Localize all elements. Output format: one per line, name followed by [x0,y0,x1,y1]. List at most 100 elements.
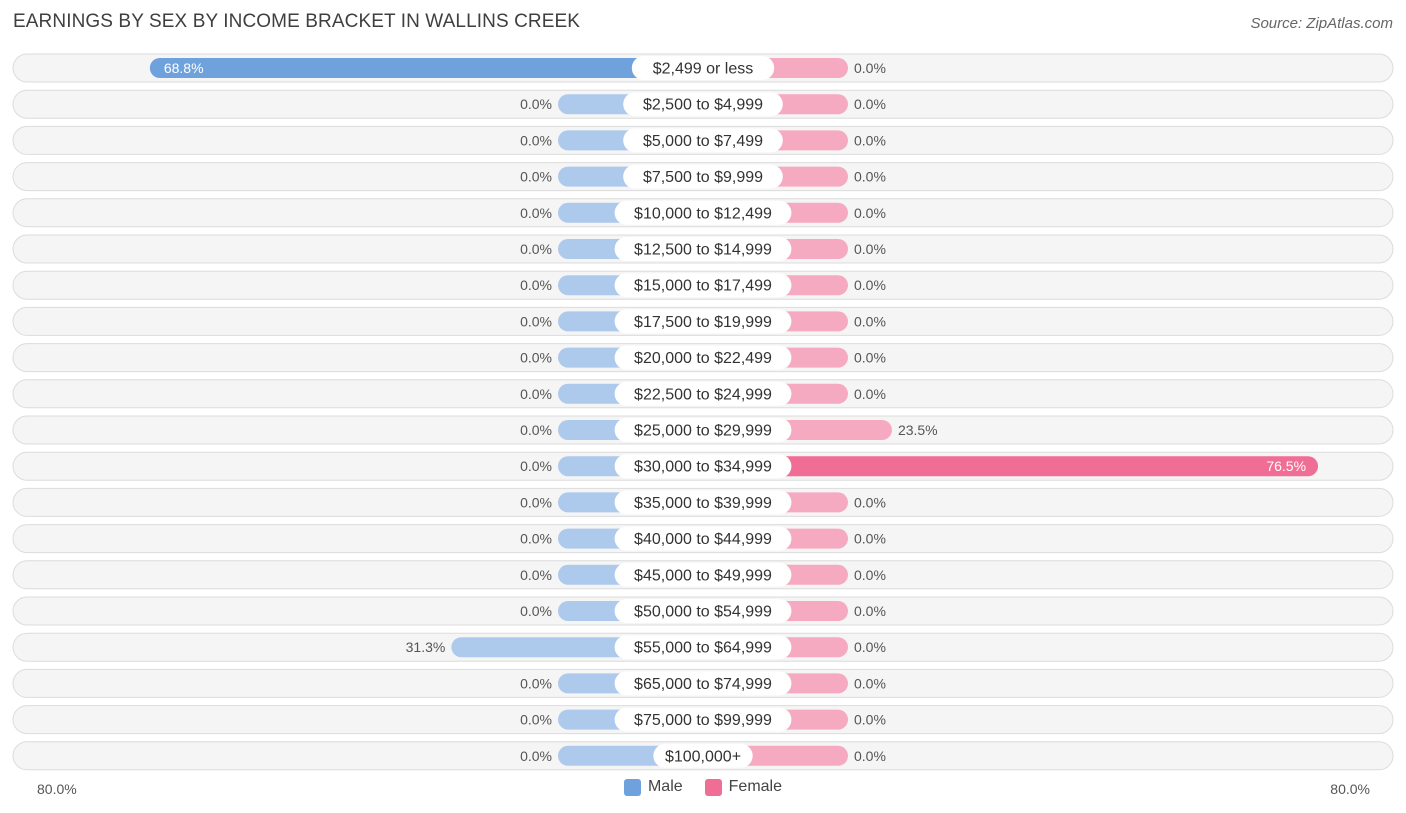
male-value-label: 31.3% [406,639,446,655]
category-label: $40,000 to $44,999 [634,531,772,548]
table-row: 0.0% 0.0% $50,000 to $54,999 [12,596,1394,626]
table-row: 0.0% 0.0% $100,000+ [12,741,1394,771]
category-label: $15,000 to $17,499 [634,278,772,295]
male-value-label: 0.0% [520,241,552,257]
female-value-label: 0.0% [854,531,886,547]
female-value-label: 0.0% [854,603,886,619]
female-value-label: 0.0% [854,169,886,185]
category-label-background [614,309,792,334]
female-value-label: 0.0% [854,132,886,148]
table-row: 0.0% 0.0% $2,500 to $4,999 [12,89,1394,119]
table-row: 31.3% 0.0% $55,000 to $64,999 [12,632,1394,662]
category-label-background [623,128,783,153]
male-value-label: 68.8% [164,60,204,76]
female-bar[interactable] [703,456,1319,477]
male-bar[interactable] [149,58,703,78]
table-row: 0.0% 0.0% $5,000 to $7,499 [12,125,1394,155]
female-value-label: 0.0% [854,748,886,764]
female-value-label: 0.0% [854,386,886,402]
female-value-label: 0.0% [854,277,886,293]
male-value-label: 0.0% [520,458,552,474]
category-label: $65,000 to $74,999 [634,676,772,693]
category-label-background [614,671,792,696]
category-label: $25,000 to $29,999 [634,423,772,440]
female-value-label: 0.0% [854,205,886,221]
female-value-label: 0.0% [854,60,886,76]
male-value-label: 0.0% [520,748,552,764]
table-row: 0.0% 0.0% $10,000 to $12,499 [12,198,1394,228]
category-label: $45,000 to $49,999 [634,567,772,584]
female-value-label: 0.0% [854,567,886,583]
category-label: $55,000 to $64,999 [634,640,772,657]
chart-title: EARNINGS BY SEX BY INCOME BRACKET IN WAL… [13,11,581,32]
category-label-background [614,526,792,551]
male-value-label: 0.0% [520,531,552,547]
category-label: $7,500 to $9,999 [643,169,763,186]
legend-swatch-male [623,778,641,796]
category-label-background [631,56,775,80]
category-label: $2,500 to $4,999 [643,97,763,114]
category-label-background [614,599,792,623]
category-label-background [614,381,792,406]
category-label-background [614,562,792,587]
category-label: $75,000 to $99,999 [634,712,772,729]
female-value-label: 0.0% [854,96,886,112]
category-label-background [614,635,792,660]
category-label: $50,000 to $54,999 [634,604,772,621]
axis-right-label: 80.0% [1330,781,1370,797]
category-label-background [614,237,792,261]
table-row: 68.8% 0.0% $2,499 or less [12,53,1394,83]
category-label: $20,000 to $22,499 [634,350,772,367]
legend-item-male[interactable]: Male [623,778,683,796]
table-row: 0.0% 0.0% $15,000 to $17,499 [12,270,1394,300]
category-label: $22,500 to $24,999 [634,386,772,403]
female-value-label: 0.0% [854,241,886,257]
male-value-label: 0.0% [520,205,552,221]
male-value-label: 0.0% [520,132,552,148]
table-row: 0.0% 0.0% $20,000 to $22,499 [12,343,1394,373]
female-value-label: 0.0% [854,350,886,366]
category-label-background [614,490,792,515]
table-row: 0.0% 0.0% $45,000 to $49,999 [12,560,1394,590]
table-row: 0.0% 0.0% $40,000 to $44,999 [12,524,1394,554]
table-row: 0.0% 0.0% $75,000 to $99,999 [12,705,1394,735]
male-value-label: 0.0% [520,603,552,619]
legend: Male Female [0,778,1406,796]
category-label-background [614,454,792,479]
male-value-label: 0.0% [520,675,552,691]
female-value-label: 23.5% [898,422,938,438]
male-value-label: 0.0% [520,277,552,293]
table-row: 0.0% 0.0% $7,500 to $9,999 [12,162,1394,192]
table-row: 0.0% 23.5% $25,000 to $29,999 [12,415,1394,445]
legend-item-female[interactable]: Female [704,778,782,796]
legend-swatch-female [704,778,722,796]
male-value-label: 0.0% [520,350,552,366]
female-value-label: 0.0% [854,675,886,691]
table-row: 0.0% 0.0% $17,500 to $19,999 [12,306,1394,336]
male-value-label: 0.0% [520,313,552,329]
table-row: 0.0% 76.5% $30,000 to $34,999 [12,451,1394,481]
legend-label-male: Male [647,778,683,795]
table-row: 0.0% 0.0% $22,500 to $24,999 [12,379,1394,409]
female-value-label: 0.0% [854,313,886,329]
female-value-label: 76.5% [1266,458,1306,474]
table-row: 0.0% 0.0% $12,500 to $14,999 [12,234,1394,264]
table-row: 0.0% 0.0% $65,000 to $74,999 [12,668,1394,698]
category-label: $100,000+ [665,748,741,765]
category-label-background [623,92,783,117]
male-value-label: 0.0% [520,96,552,112]
male-value-label: 0.0% [520,712,552,728]
category-label: $10,000 to $12,499 [634,205,772,222]
source-credit: Source: ZipAtlas.com [1250,15,1393,32]
category-label: $17,500 to $19,999 [634,314,772,331]
female-value-label: 0.0% [854,712,886,728]
table-row: 0.0% 0.0% $35,000 to $39,999 [12,487,1394,517]
category-label-background [614,418,792,442]
male-value-label: 0.0% [520,169,552,185]
category-label-background [623,164,783,189]
axis-left-label: 80.0% [37,781,77,797]
male-value-label: 0.0% [520,422,552,438]
category-label-background [614,345,792,370]
category-label-background [614,707,792,732]
category-label: $30,000 to $34,999 [634,459,772,476]
